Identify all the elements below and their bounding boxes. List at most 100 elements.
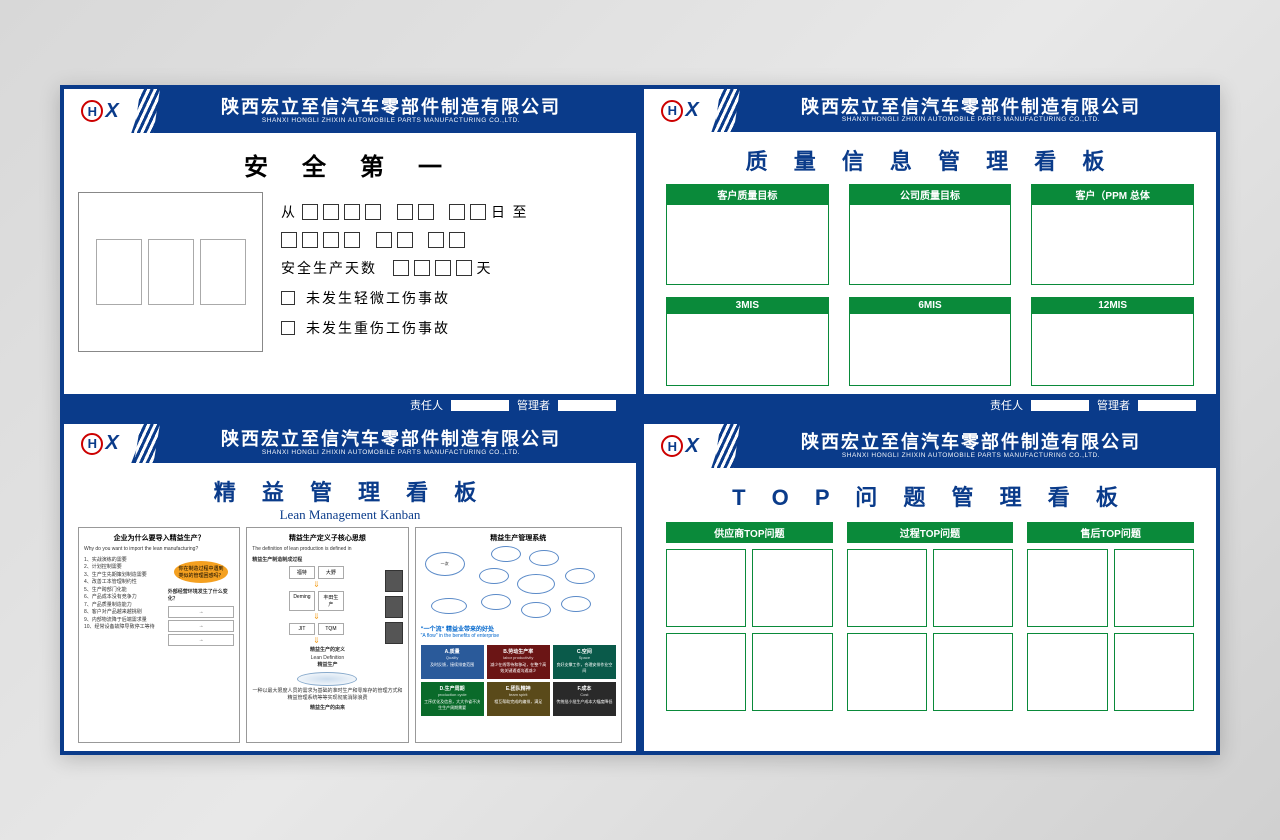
header-text: 陕西宏立至信汽车零部件制造有限公司 SHANXI HONGLI ZHIXIN A… <box>146 89 636 133</box>
lean-card: C.空间Space良好支撑工作，合理安排作业空间 <box>553 645 616 679</box>
date-box[interactable] <box>323 232 339 248</box>
sec: Lean Definition <box>252 655 402 663</box>
date-box[interactable] <box>449 204 465 220</box>
bubble <box>481 594 511 610</box>
logo-box: H X <box>644 89 726 132</box>
date-box[interactable] <box>470 204 486 220</box>
panel-body: 安 全 第 一 从 日 至 <box>64 133 636 394</box>
footer-label: 管理者 <box>1097 397 1130 413</box>
lean-card: D.生产周期production cycle工序优化及信息，大大节省不决生生产周… <box>421 682 484 716</box>
fill-blank[interactable] <box>558 400 616 411</box>
date-box[interactable] <box>397 232 413 248</box>
fill-blank[interactable] <box>451 400 509 411</box>
count-box[interactable] <box>393 260 409 276</box>
date-box[interactable] <box>302 232 318 248</box>
sec: 精益生产 <box>252 662 402 670</box>
date-box[interactable] <box>344 204 360 220</box>
q-content <box>666 205 829 285</box>
txt: 从 <box>281 202 297 222</box>
lean-doc-2: 精益生产定义子核心思想 The definition of lean produ… <box>246 527 408 743</box>
footer-label: 责任人 <box>410 397 443 413</box>
q-header: 12MIS <box>1031 297 1194 314</box>
date-box[interactable] <box>344 232 360 248</box>
li: 6、产品成本没有竞争力 <box>84 594 164 602</box>
date-box[interactable] <box>281 232 297 248</box>
lean-card: F.成本Cost传统批小批生产成本大幅度降低 <box>553 682 616 716</box>
logo-x-icon: X <box>105 432 118 455</box>
fill-blank[interactable] <box>1138 400 1196 411</box>
date-box[interactable] <box>323 204 339 220</box>
q-cell: 12MIS <box>1031 297 1194 386</box>
footer-label: 责任人 <box>990 397 1023 413</box>
top-header: 供应商TOP问题 <box>666 522 833 543</box>
logo-h-icon: H <box>661 100 683 122</box>
q-content <box>849 314 1012 386</box>
slot <box>666 633 746 711</box>
oval: 你在制造过程中遇到类似的管理困惑吗？ <box>174 561 228 583</box>
q-cell: 客户（PPM 总体 <box>1031 184 1194 285</box>
q-cell: 6MIS <box>849 297 1012 386</box>
date-box[interactable] <box>449 232 465 248</box>
header: H X 陕西宏立至信汽车零部件制造有限公司 SHANXI HONGLI ZHIX… <box>644 424 1216 468</box>
fill-blank[interactable] <box>1031 400 1089 411</box>
photo-slot <box>200 239 246 305</box>
slot <box>847 549 927 627</box>
top-col: 售后TOP问题 <box>1027 522 1194 711</box>
txt: 安全生产天数 <box>281 258 377 278</box>
arrow-icon: ⇓ <box>252 581 380 589</box>
top-col: 供应商TOP问题 <box>666 522 833 711</box>
sec: 精益生产的定义 <box>252 647 402 655</box>
logo-h-icon: H <box>81 100 103 122</box>
date-box[interactable] <box>365 204 381 220</box>
checkbox[interactable] <box>281 291 295 305</box>
panel-body: 质 量 信 息 管 理 看 板 客户质量目标 公司质量目标 客户（PPM 总体 … <box>644 132 1216 394</box>
footer-label: 管理者 <box>517 397 550 413</box>
header: H X 陕西宏立至信汽车零部件制造有限公司 SHANXI HONGLI ZHIX… <box>644 89 1216 132</box>
lean-doc-1: 企业为什么要导入精益生产？ Why do you want to import … <box>78 527 240 743</box>
arrow-icon: ⇓ <box>252 637 380 645</box>
date-box[interactable] <box>418 204 434 220</box>
header: H X 陕西宏立至信汽车零部件制造有限公司 SHANXI HONGLI ZHIX… <box>64 89 636 133</box>
bubble <box>561 596 591 612</box>
checkbox[interactable] <box>281 321 295 335</box>
panel-quality: H X 陕西宏立至信汽车零部件制造有限公司 SHANXI HONGLI ZHIX… <box>640 85 1220 420</box>
top-header: 过程TOP问题 <box>847 522 1014 543</box>
q-content <box>849 205 1012 285</box>
li: 10、经常设备故障导致停工等待 <box>84 624 164 632</box>
top-col: 过程TOP问题 <box>847 522 1014 711</box>
date-box[interactable] <box>376 232 392 248</box>
bubble <box>479 568 509 584</box>
logo-x-icon: X <box>105 100 118 123</box>
portrait-icon <box>385 596 403 618</box>
panel-footer: 责任人 管理者 <box>644 394 1216 416</box>
li: 1、实战演练的需要 <box>84 557 164 565</box>
lean-card: B.劳动生产率labor productivity减少在线等待和移动，在整个高效… <box>487 645 550 679</box>
doc-title: 精益生产管理系统 <box>421 533 616 543</box>
date-box[interactable] <box>397 204 413 220</box>
lean-card: A.质量Quality及时反馈，接续排查范围 <box>421 645 484 679</box>
logo-box: H X <box>64 89 146 133</box>
slot <box>752 549 832 627</box>
date-box[interactable] <box>428 232 444 248</box>
count-box[interactable] <box>414 260 430 276</box>
blue-sub: "A flow" in the benefits of enterprise <box>421 633 616 641</box>
date-box[interactable] <box>302 204 318 220</box>
count-box[interactable] <box>456 260 472 276</box>
panel-footer: 责任人 管理者 <box>64 394 636 416</box>
slot <box>752 633 832 711</box>
panel-safety: H X 陕西宏立至信汽车零部件制造有限公司 SHANXI HONGLI ZHIX… <box>60 85 640 420</box>
bubble <box>565 568 595 584</box>
count-box[interactable] <box>435 260 451 276</box>
q-header: 公司质量目标 <box>849 184 1012 205</box>
slot <box>1114 549 1194 627</box>
company-en: SHANXI HONGLI ZHIXIN AUTOMOBILE PARTS MA… <box>842 117 1100 124</box>
desc: 一种以最大限度人员的需求为基础的准时生产和零库存的管理方式和精益管理系统等等实现… <box>252 688 402 703</box>
nm: 大野 <box>318 566 344 579</box>
logo-h-icon: H <box>81 433 103 455</box>
lean-title-cn: 精 益 管 理 看 板 <box>78 475 622 507</box>
q-cell: 公司质量目标 <box>849 184 1012 285</box>
doc-title: 精益生产定义子核心思想 <box>252 533 402 543</box>
nm: JIT <box>289 623 315 635</box>
sec: 精益生产的由来 <box>252 705 402 713</box>
slot <box>847 633 927 711</box>
